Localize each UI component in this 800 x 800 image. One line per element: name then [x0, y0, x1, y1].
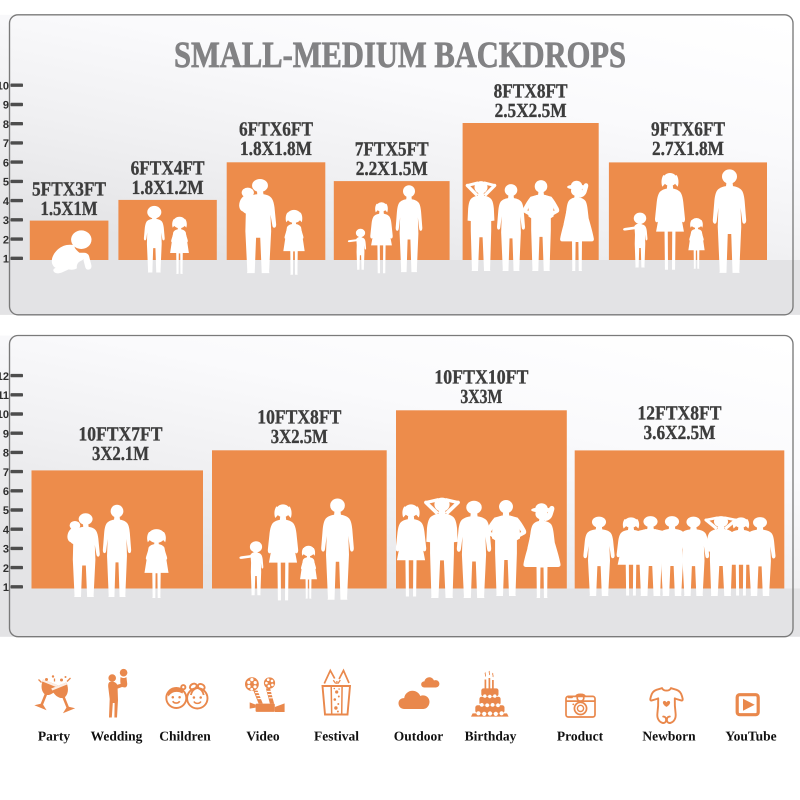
svg-text:9: 9	[3, 100, 9, 112]
svg-text:10: 10	[0, 80, 9, 92]
svg-text:8: 8	[3, 448, 9, 460]
svg-text:Newborn: Newborn	[642, 729, 696, 744]
svg-text:Wedding: Wedding	[91, 729, 143, 744]
svg-text:7: 7	[3, 138, 9, 150]
svg-text:6FTX4FT: 6FTX4FT	[131, 158, 206, 180]
svg-text:Children: Children	[159, 729, 211, 744]
svg-text:10FTX8FT: 10FTX8FT	[257, 407, 342, 429]
svg-text:Party: Party	[38, 729, 70, 744]
svg-text:Festival: Festival	[314, 729, 359, 744]
svg-text:2.7X1.8M: 2.7X1.8M	[652, 138, 724, 160]
svg-text:1.8X1.8M: 1.8X1.8M	[240, 138, 312, 160]
svg-text:9: 9	[3, 428, 9, 440]
svg-text:Video: Video	[246, 729, 279, 744]
svg-text:11: 11	[0, 390, 9, 402]
svg-text:5: 5	[3, 177, 9, 189]
svg-text:7: 7	[3, 467, 9, 479]
svg-text:5: 5	[3, 505, 9, 517]
svg-text:Birthday: Birthday	[465, 729, 517, 744]
svg-text:7FTX5FT: 7FTX5FT	[355, 139, 430, 161]
svg-text:12: 12	[0, 371, 9, 383]
svg-text:3: 3	[3, 544, 9, 556]
svg-text:2.2X1.5M: 2.2X1.5M	[356, 158, 428, 180]
svg-text:10: 10	[0, 409, 9, 421]
svg-text:8FTX8FT: 8FTX8FT	[494, 81, 569, 103]
svg-text:4: 4	[3, 196, 10, 208]
svg-text:YouTube: YouTube	[725, 729, 776, 744]
svg-text:Outdoor: Outdoor	[394, 729, 444, 744]
svg-text:4: 4	[3, 524, 10, 536]
svg-text:3X2.1M: 3X2.1M	[92, 443, 149, 465]
svg-text:12FTX8FT: 12FTX8FT	[638, 403, 723, 425]
svg-text:5FTX3FT: 5FTX3FT	[32, 179, 107, 201]
svg-text:1: 1	[3, 582, 9, 594]
svg-text:10FTX7FT: 10FTX7FT	[79, 424, 164, 446]
svg-text:2: 2	[3, 563, 9, 575]
svg-text:3X3M: 3X3M	[460, 386, 502, 408]
svg-text:1.8X1.2M: 1.8X1.2M	[132, 177, 204, 199]
svg-text:10FTX10FT: 10FTX10FT	[434, 367, 529, 389]
svg-text:6: 6	[3, 157, 9, 169]
svg-text:1.5X1M: 1.5X1M	[41, 198, 98, 220]
svg-text:3X2.5M: 3X2.5M	[271, 426, 328, 448]
svg-text:Product: Product	[557, 729, 604, 744]
svg-text:1: 1	[3, 254, 9, 266]
svg-text:6: 6	[3, 486, 9, 498]
svg-text:8: 8	[3, 119, 9, 131]
svg-text:6FTX6FT: 6FTX6FT	[239, 119, 314, 141]
svg-text:9FTX6FT: 9FTX6FT	[651, 119, 726, 141]
svg-text:3: 3	[3, 215, 9, 227]
svg-text:SMALL-MEDIUM BACKDROPS: SMALL-MEDIUM BACKDROPS	[174, 35, 626, 76]
svg-text:2.5X2.5M: 2.5X2.5M	[495, 100, 567, 122]
svg-text:2: 2	[3, 234, 9, 246]
svg-text:3.6X2.5M: 3.6X2.5M	[644, 422, 716, 444]
